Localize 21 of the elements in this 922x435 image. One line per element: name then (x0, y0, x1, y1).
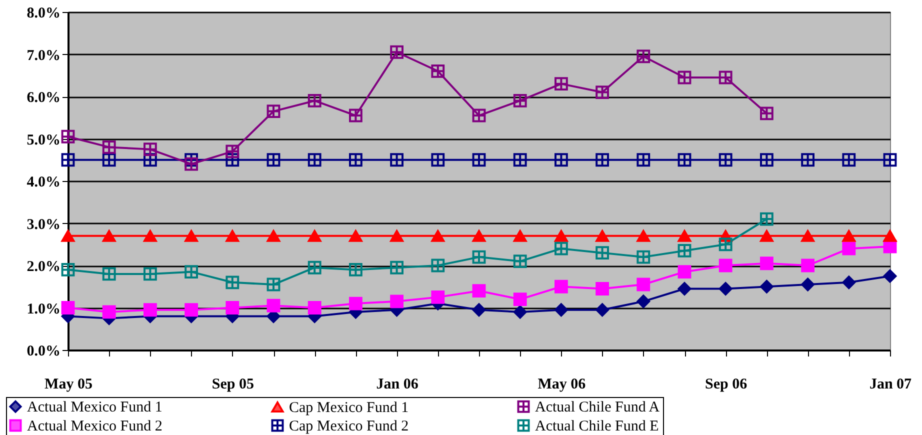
x-tick-label: Sep 05 (212, 376, 254, 392)
x-tick-label: May 06 (538, 376, 586, 392)
y-tick-label: 3.0% (26, 216, 60, 233)
y-tick-label: 7.0% (26, 48, 60, 64)
x-tick-label: Jan 06 (376, 376, 419, 392)
legend-label: Cap Mexico Fund 2 (289, 418, 409, 434)
y-tick-label: 8.0% (26, 6, 60, 22)
y-tick-label: 4.0% (26, 174, 60, 190)
y-tick-label: 6.0% (26, 90, 60, 106)
legend-label: Actual Mexico Fund 1 (27, 400, 162, 416)
legend-label: Actual Chile Fund A (535, 400, 660, 416)
y-tick-label: 0.0% (26, 344, 60, 360)
y-tick-label: 2.0% (26, 259, 60, 275)
legend-label: Actual Chile Fund E (535, 418, 659, 434)
x-tick-label: Jan 07 (869, 376, 912, 392)
x-tick-label: Sep 06 (705, 376, 748, 392)
y-tick-label: 5.0% (26, 132, 60, 148)
y-tick-label: 1.0% (26, 301, 60, 318)
x-tick-label: May 05 (44, 376, 92, 392)
legend-label: Cap Mexico Fund 1 (289, 400, 409, 416)
legend-label: Actual Mexico Fund 2 (27, 418, 162, 434)
